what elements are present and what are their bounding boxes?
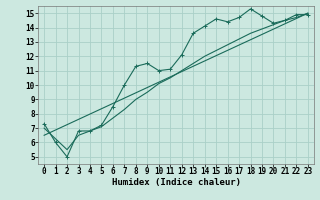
X-axis label: Humidex (Indice chaleur): Humidex (Indice chaleur) (111, 178, 241, 187)
